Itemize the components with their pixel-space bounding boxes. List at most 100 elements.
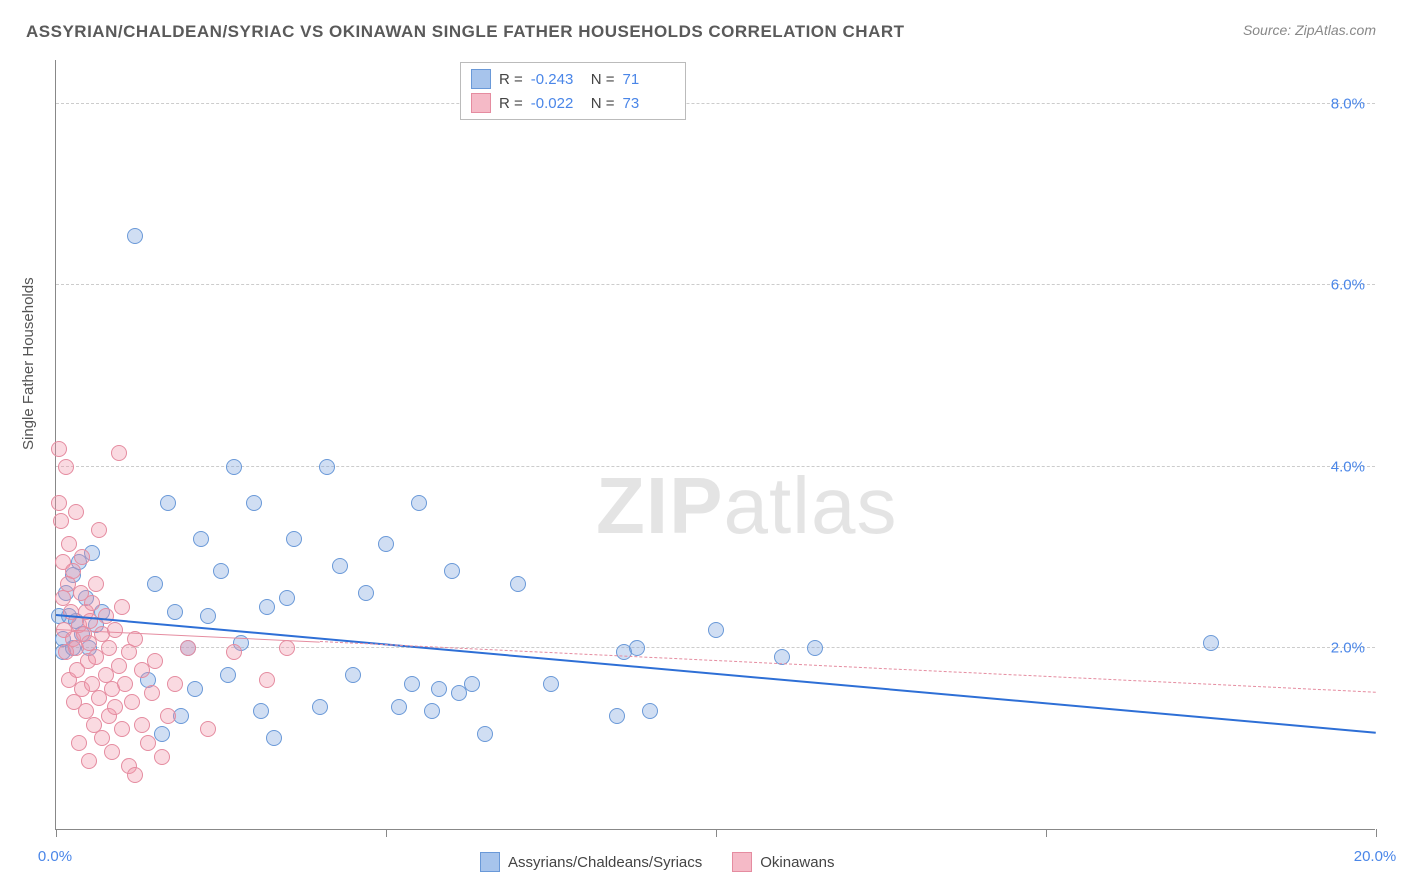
legend-row: R =-0.022N =73 xyxy=(471,91,675,115)
gridline xyxy=(56,103,1375,104)
data-point xyxy=(319,459,335,475)
data-point xyxy=(1203,635,1219,651)
data-point xyxy=(51,441,67,457)
data-point xyxy=(68,504,84,520)
data-point xyxy=(444,563,460,579)
data-point xyxy=(266,730,282,746)
data-point xyxy=(144,685,160,701)
data-point xyxy=(154,749,170,765)
gridline xyxy=(56,647,1375,648)
data-point xyxy=(81,753,97,769)
data-point xyxy=(58,459,74,475)
data-point xyxy=(708,622,724,638)
legend-row: R =-0.243N =71 xyxy=(471,67,675,91)
y-axis-label: Single Father Households xyxy=(20,277,37,450)
data-point xyxy=(117,676,133,692)
x-tick xyxy=(1376,829,1377,837)
data-point xyxy=(391,699,407,715)
data-point xyxy=(424,703,440,719)
data-point xyxy=(226,459,242,475)
y-tick-label: 2.0% xyxy=(1331,639,1365,656)
data-point xyxy=(477,726,493,742)
data-point xyxy=(140,735,156,751)
legend-n-value: 71 xyxy=(623,71,675,88)
data-point xyxy=(61,536,77,552)
data-point xyxy=(114,599,130,615)
legend-item: Assyrians/Chaldeans/Syriacs xyxy=(480,852,702,872)
x-tick xyxy=(716,829,717,837)
data-point xyxy=(431,681,447,697)
x-tick xyxy=(386,829,387,837)
legend-n-value: 73 xyxy=(623,95,675,112)
data-point xyxy=(167,604,183,620)
data-point xyxy=(226,644,242,660)
data-point xyxy=(88,576,104,592)
data-point xyxy=(71,735,87,751)
legend-swatch xyxy=(480,852,500,872)
watermark-zip: ZIP xyxy=(596,461,723,550)
data-point xyxy=(193,531,209,547)
data-point xyxy=(510,576,526,592)
data-point xyxy=(609,708,625,724)
legend-item-label: Assyrians/Chaldeans/Syriacs xyxy=(508,854,702,871)
legend-r-value: -0.243 xyxy=(531,71,583,88)
correlation-legend: R =-0.243N =71R =-0.022N =73 xyxy=(460,62,686,120)
legend-item: Okinawans xyxy=(732,852,834,872)
y-tick-label: 4.0% xyxy=(1331,458,1365,475)
data-point xyxy=(345,667,361,683)
data-point xyxy=(253,703,269,719)
data-point xyxy=(82,613,98,629)
data-point xyxy=(642,703,658,719)
gridline xyxy=(56,284,1375,285)
data-point xyxy=(53,513,69,529)
data-point xyxy=(147,653,163,669)
data-point xyxy=(91,522,107,538)
data-point xyxy=(127,228,143,244)
x-tick-label: 0.0% xyxy=(38,848,72,865)
data-point xyxy=(160,495,176,511)
data-point xyxy=(279,590,295,606)
data-point xyxy=(51,495,67,511)
data-point xyxy=(114,721,130,737)
data-point xyxy=(259,599,275,615)
source-label: Source: ZipAtlas.com xyxy=(1243,22,1376,38)
legend-swatch xyxy=(471,69,491,89)
watermark: ZIPatlas xyxy=(596,460,897,552)
data-point xyxy=(147,576,163,592)
legend-item-label: Okinawans xyxy=(760,854,834,871)
data-point xyxy=(187,681,203,697)
data-point xyxy=(332,558,348,574)
data-point xyxy=(358,585,374,601)
data-point xyxy=(134,717,150,733)
data-point xyxy=(111,658,127,674)
chart-title: ASSYRIAN/CHALDEAN/SYRIAC VS OKINAWAN SIN… xyxy=(26,22,905,42)
data-point xyxy=(279,640,295,656)
data-point xyxy=(74,549,90,565)
data-point xyxy=(127,767,143,783)
data-point xyxy=(259,672,275,688)
watermark-atlas: atlas xyxy=(723,461,897,550)
data-point xyxy=(200,608,216,624)
data-point xyxy=(160,708,176,724)
y-tick-label: 8.0% xyxy=(1331,96,1365,113)
data-point xyxy=(286,531,302,547)
legend-swatch xyxy=(471,93,491,113)
data-point xyxy=(213,563,229,579)
data-point xyxy=(312,699,328,715)
legend-swatch xyxy=(732,852,752,872)
x-tick xyxy=(56,829,57,837)
data-point xyxy=(807,640,823,656)
data-point xyxy=(220,667,236,683)
data-point xyxy=(411,495,427,511)
data-point xyxy=(464,676,480,692)
gridline xyxy=(56,466,1375,467)
legend-r-label: R = xyxy=(499,95,523,112)
data-point xyxy=(404,676,420,692)
x-tick xyxy=(1046,829,1047,837)
x-tick-label: 20.0% xyxy=(1354,848,1397,865)
data-point xyxy=(124,694,140,710)
plot-area: ZIPatlas 2.0%4.0%6.0%8.0% xyxy=(55,60,1375,830)
series-legend: Assyrians/Chaldeans/Syriacs Okinawans xyxy=(480,852,834,872)
data-point xyxy=(167,676,183,692)
data-point xyxy=(65,563,81,579)
